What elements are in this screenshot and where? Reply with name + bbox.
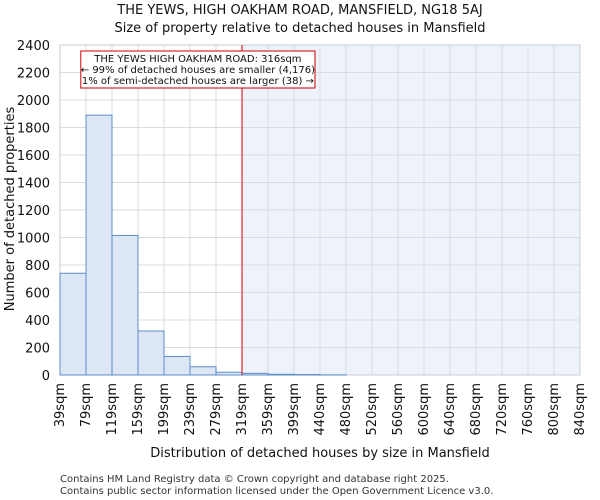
x-tick-label: 279sqm — [209, 383, 224, 436]
chart-title: THE YEWS, HIGH OAKHAM ROAD, MANSFIELD, N… — [116, 3, 482, 18]
x-tick-label: 720sqm — [495, 383, 510, 436]
y-tick-label: 0 — [42, 369, 50, 384]
chart-subtitle: Size of property relative to detached ho… — [114, 21, 485, 36]
x-tick-label: 359sqm — [261, 383, 276, 436]
y-tick-label: 1200 — [17, 204, 50, 219]
x-tick-label: 119sqm — [105, 383, 120, 436]
x-tick-label: 319sqm — [235, 383, 250, 436]
x-tick-label: 560sqm — [391, 383, 406, 436]
bar — [137, 330, 165, 376]
x-tick-label: 199sqm — [157, 383, 172, 436]
x-tick-label: 840sqm — [573, 383, 588, 436]
bar — [189, 366, 217, 376]
x-tick-label: 440sqm — [313, 383, 328, 436]
plot-area: 0 200 400 600 800 1000 1200 1400 1600 1800 2000 220… — [17, 39, 588, 436]
y-axis-label: Number of detached properties — [3, 107, 18, 312]
x-tick-label: 480sqm — [339, 383, 354, 436]
annotation-title: THE YEWS HIGH OAKHAM ROAD: 316sqm — [93, 54, 301, 65]
bar — [111, 234, 139, 376]
bar — [241, 372, 269, 376]
bar — [85, 114, 113, 376]
annotation-box — [80, 50, 316, 89]
x-tick-label: 760sqm — [521, 383, 536, 436]
x-tick-label: 399sqm — [287, 383, 302, 436]
footer-licence: Contains public sector information licen… — [60, 486, 493, 497]
x-tick-label: 520sqm — [365, 383, 380, 436]
x-tick-label: 640sqm — [443, 383, 458, 436]
x-tick-label: 600sqm — [417, 383, 432, 436]
x-tick-label: 79sqm — [79, 383, 94, 427]
x-tick-label: 800sqm — [547, 383, 562, 436]
annotation-larger: 1% of semi-detached houses are larger (3… — [82, 76, 314, 87]
y-tick-label: 600 — [25, 287, 50, 302]
bar — [59, 272, 87, 376]
x-tick-label: 680sqm — [469, 383, 484, 436]
footer-copyright: Contains HM Land Registry data © Crown c… — [60, 474, 449, 485]
y-tick-label: 400 — [25, 314, 50, 329]
annotation-smaller: ← 99% of detached houses are smaller (4,… — [81, 65, 315, 76]
bar — [215, 371, 243, 376]
y-tick-label: 2000 — [17, 94, 50, 109]
y-tick-label: 2200 — [17, 67, 50, 82]
x-tick-label: 39sqm — [53, 383, 68, 427]
x-tick-label: 159sqm — [131, 383, 146, 436]
y-tick-label: 2400 — [17, 39, 50, 54]
bar — [267, 373, 295, 376]
y-tick-label: 200 — [25, 342, 50, 357]
x-tick-label: 239sqm — [183, 383, 198, 436]
y-tick-label: 1600 — [17, 149, 50, 164]
y-tick-label: 1000 — [17, 232, 50, 247]
y-tick-label: 1800 — [17, 122, 50, 137]
x-axis-label: Distribution of detached houses by size … — [150, 446, 489, 461]
y-tick-label: 1400 — [17, 177, 50, 192]
y-tick-label: 800 — [25, 259, 50, 274]
bar — [163, 355, 191, 376]
